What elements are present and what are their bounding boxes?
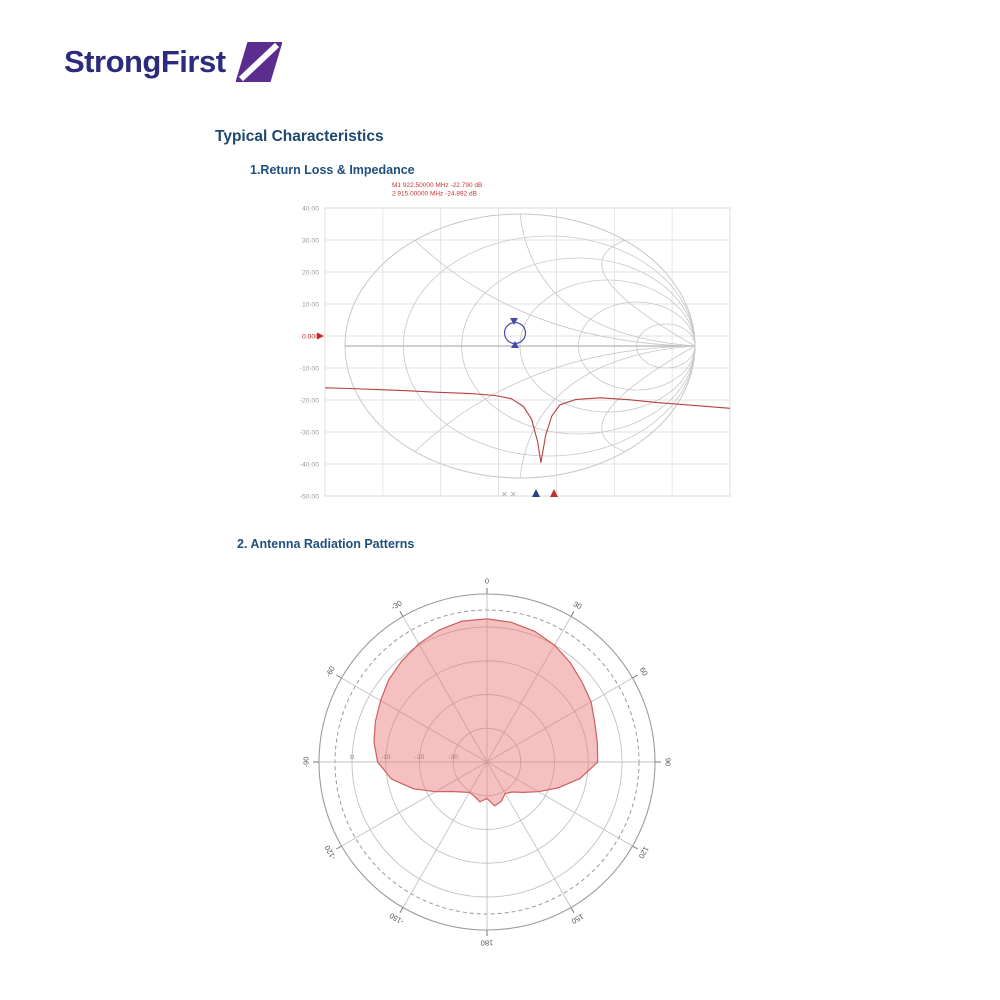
y-tick-label: -40.00 xyxy=(300,461,319,468)
return-loss-svg: 40.00 30.00 20.00 10.00 0.000 -10.00 -20.00 -30… xyxy=(300,182,731,500)
angle-tick-label: -150 xyxy=(388,911,406,926)
logo-text: StrongFirst xyxy=(64,44,226,79)
y-tick-label: -20.00 xyxy=(300,397,319,404)
y-tick-label: 30.00 xyxy=(302,237,319,244)
logo-mark-icon xyxy=(234,41,283,83)
marker-readout: M1 922.50000 MHz -22.790 dB xyxy=(392,182,482,189)
smith-grid xyxy=(344,213,696,479)
section1-title: 1.Return Loss & Impedance xyxy=(250,163,415,177)
page-title: Typical Characteristics xyxy=(215,128,384,145)
y-tick-label: -10.00 xyxy=(300,365,319,372)
impedance-locus xyxy=(503,318,527,348)
return-loss-chart: 40.00 30.00 20.00 10.00 0.000 -10.00 -20.00 -30… xyxy=(280,176,740,506)
section2-title: 2. Antenna Radiation Patterns xyxy=(237,537,415,551)
angle-tick-label: 90 xyxy=(664,758,673,766)
y-tick-label: 20.00 xyxy=(302,269,319,276)
triangle-marker-red xyxy=(550,489,558,497)
radiation-pattern-fill xyxy=(373,618,599,807)
logo: StrongFirst xyxy=(64,41,283,83)
radiation-pattern-chart: 0 30 60 90 120 150 180 -150 -120 -90 -60 -30 0 -10 -20… xyxy=(290,572,690,962)
cross-markers: ✕ ✕ xyxy=(501,490,517,499)
return-loss-trace xyxy=(324,387,731,463)
radial-tick-label: -30 xyxy=(449,754,459,761)
angle-tick-label: 180 xyxy=(481,939,494,948)
y-tick-label: 40.00 xyxy=(302,205,319,212)
angle-tick-label: 0 xyxy=(485,577,489,586)
radial-tick-label: -20 xyxy=(415,754,425,761)
y-tick-label: -50.00 xyxy=(300,493,319,500)
angle-tick-label: -60 xyxy=(324,665,337,679)
zero-ref-arrow xyxy=(317,332,324,340)
angle-tick-label: 120 xyxy=(637,845,651,860)
y-tick-label: -30.00 xyxy=(300,429,319,436)
angle-tick-label: 60 xyxy=(638,666,650,678)
angle-tick-label: 150 xyxy=(570,912,585,926)
radial-tick-label: 0 xyxy=(350,754,354,761)
radiation-pattern-svg: 0 30 60 90 120 150 180 -150 -120 -90 -60 -30 0 -10 -20… xyxy=(302,577,673,948)
angle-tick-label: 30 xyxy=(572,599,584,611)
angle-tick-label: -90 xyxy=(302,757,311,768)
angle-tick-label: -30 xyxy=(390,599,404,612)
triangle-marker-blue xyxy=(532,489,540,497)
y-tick-label: 10.00 xyxy=(302,301,319,308)
plot-border xyxy=(324,207,731,497)
marker-readout: 2 915.00000 MHz -24.892 dB xyxy=(392,191,477,198)
angle-tick-label: -120 xyxy=(323,844,338,862)
y-tick-label: 0.000 xyxy=(302,333,319,340)
radial-tick-label: -10 xyxy=(381,754,391,761)
